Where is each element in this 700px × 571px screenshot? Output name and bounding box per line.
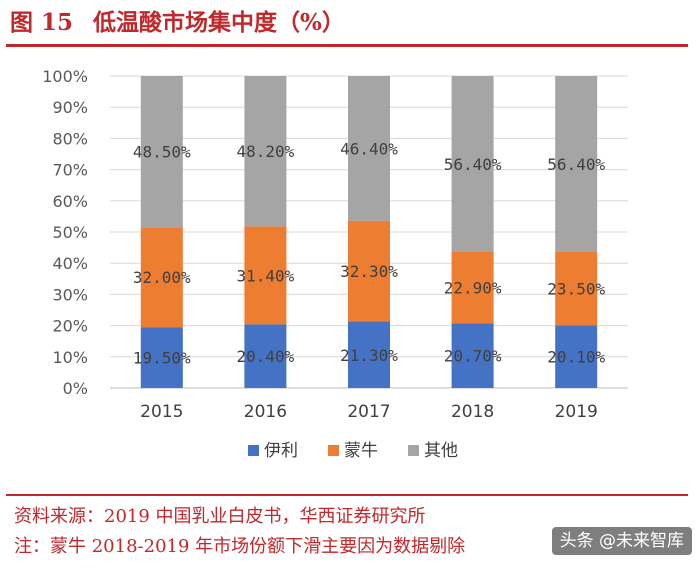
x-axis-ticks: 2015 2016 2017 2018 2019 — [140, 402, 598, 422]
bar-segment — [451, 251, 494, 324]
data-label: 20.10% — [547, 348, 605, 367]
y-tick-label: 60% — [52, 192, 88, 211]
figure-label: 图 15 — [10, 9, 74, 36]
legend-swatch — [328, 445, 339, 456]
y-tick-label: 40% — [52, 254, 88, 273]
footnote: 注：蒙牛 2018-2019 年市场份额下滑主要因为数据剔除 — [14, 536, 466, 557]
stacked-bar-chart: 0% 10% 20% 30% 40% 50% 60% 70% 80% 90% 100% 19.50%… — [42, 67, 628, 461]
x-tick-label: 2019 — [555, 402, 598, 422]
data-label: 22.90% — [444, 279, 502, 298]
y-tick-label: 10% — [52, 348, 88, 367]
data-label: 56.40% — [444, 155, 502, 174]
legend-swatch — [408, 445, 419, 456]
data-label: 20.70% — [444, 347, 502, 366]
bar-segment — [244, 226, 287, 325]
figure-title: 图 15 低温酸市场集中度（%） — [10, 6, 345, 40]
data-label: 48.50% — [133, 143, 191, 162]
source-note: 资料来源：2019 中国乳业白皮书，华西证券研究所 — [14, 506, 426, 527]
y-tick-label: 30% — [52, 285, 88, 304]
y-tick-label: 70% — [52, 161, 88, 180]
data-label: 56.40% — [547, 155, 605, 174]
x-tick-label: 2017 — [347, 402, 390, 422]
x-tick-label: 2016 — [244, 402, 287, 422]
legend-label: 伊利 — [264, 441, 298, 461]
legend: 伊利 蒙牛 其他 — [248, 441, 458, 461]
data-label: 48.20% — [237, 142, 295, 161]
data-labels: 19.50% 32.00% 48.50% 20.40% 31.40% 48.20% 21.3… — [133, 139, 606, 367]
bar-segment — [244, 324, 287, 388]
data-label: 19.50% — [133, 349, 191, 368]
watermark: 头条 @未来智库 — [551, 527, 692, 555]
bar-segment — [348, 321, 390, 388]
bar-segment — [451, 76, 494, 252]
legend-label: 其他 — [424, 441, 458, 461]
figure-title-text: 低温酸市场集中度（%） — [93, 9, 345, 36]
y-tick-label: 0% — [63, 379, 88, 398]
y-tick-label: 80% — [52, 129, 88, 148]
y-tick-label: 50% — [52, 223, 88, 242]
bar-segment — [140, 327, 183, 388]
x-tick-label: 2018 — [451, 402, 494, 422]
legend-label: 蒙牛 — [344, 441, 378, 461]
bar-segment — [555, 325, 598, 388]
data-label: 32.30% — [340, 262, 398, 281]
bar-segment — [451, 323, 494, 388]
legend-swatch — [248, 445, 259, 456]
bar-segment — [555, 251, 598, 326]
bar-segment — [140, 227, 183, 328]
bar-segment — [555, 76, 598, 252]
watermark-text: 头条 @未来智库 — [559, 531, 684, 551]
y-axis-ticks: 0% 10% 20% 30% 40% 50% 60% 70% 80% 90% 100% — [42, 67, 88, 398]
y-tick-label: 90% — [52, 98, 88, 117]
bar-segment — [348, 76, 390, 221]
x-tick-label: 2015 — [140, 402, 183, 422]
data-label: 20.40% — [237, 347, 295, 366]
title-rule — [6, 44, 688, 47]
bars — [140, 76, 598, 388]
y-tick-label: 100% — [42, 67, 88, 86]
bar-segment — [348, 220, 390, 322]
data-label: 31.40% — [237, 266, 295, 285]
footer-rule — [6, 494, 688, 496]
data-label: 23.50% — [547, 280, 605, 299]
data-label: 32.00% — [133, 268, 191, 287]
y-tick-label: 20% — [52, 317, 88, 336]
bar-segment — [244, 76, 287, 227]
data-label: 46.40% — [340, 139, 398, 158]
bar-segment — [140, 76, 183, 228]
data-label: 21.30% — [340, 346, 398, 365]
